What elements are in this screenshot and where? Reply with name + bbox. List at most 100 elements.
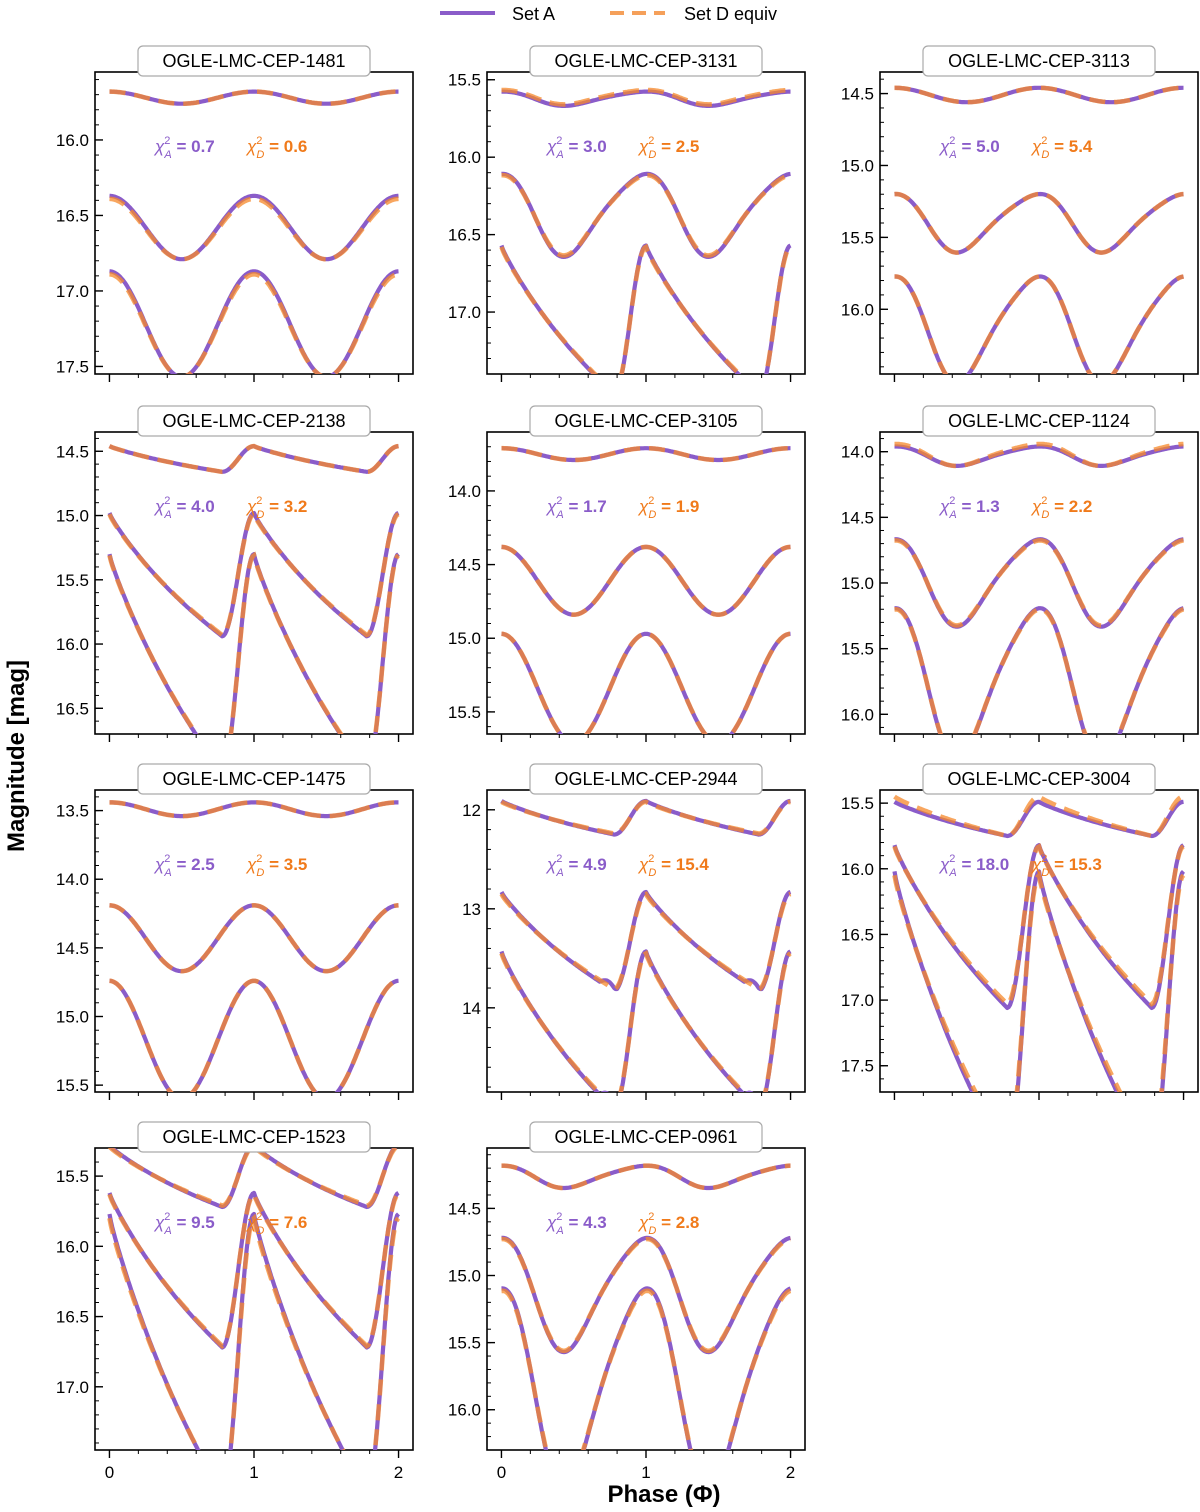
chi2-a-label: χ2 A = 2.5: [153, 853, 215, 879]
y-tick-label: 16.5: [841, 925, 874, 944]
x-tick-label: 0: [497, 1463, 506, 1482]
set-d-curve-2: [892, 843, 1185, 1007]
y-tick-label: 15.5: [56, 571, 89, 590]
set-d-curve-2: [501, 1236, 791, 1354]
panel-ogle-lmc-cep-3105: 14.0 14.5 15.0 15.5 OGLE-LMC-CEP-3105 χ2 A = 1…: [448, 405, 806, 742]
set-d-curve-3: [499, 243, 792, 374]
plot-frame: [486, 789, 806, 1093]
y-tick-label: 16.0: [56, 131, 89, 150]
y-tick-label: 15.0: [448, 629, 481, 648]
y-tick-label: 16.0: [841, 300, 874, 319]
set-d-curve-1: [894, 441, 1184, 469]
set-d-curve-1: [501, 1163, 791, 1191]
y-tick-label: 14.0: [56, 870, 89, 889]
y-tick-label: 15.0: [56, 507, 89, 526]
panel-ogle-lmc-cep-1481: 16.0 16.5 17.0 17.5 OGLE-LMC-CEP-1481 χ2 A = 0…: [56, 45, 414, 382]
chi2-d-value: 2.8: [676, 1213, 700, 1232]
set-d-curve-2: [501, 544, 791, 618]
y-tick-label: 14.5: [448, 556, 481, 575]
panel-title: OGLE-LMC-CEP-1481: [162, 51, 345, 71]
set-a-curve-1: [108, 800, 400, 819]
y-tick-label: 15.5: [448, 1334, 481, 1353]
y-tick-label: 14.5: [448, 1199, 481, 1218]
set-d-curve-3: [892, 870, 1186, 1092]
set-d-curve-1: [500, 799, 791, 836]
panel-title-box: [922, 405, 1156, 437]
plot-frame: [486, 431, 806, 735]
panel-ogle-lmc-cep-0961: 14.5 15.0 15.5 16.0 0 1 2 OGLE-LMC-CEP-0961 χ2 A …: [448, 1121, 806, 1482]
chi2-a-value: 18.0: [976, 855, 1009, 874]
x-axis-title: Phase (Φ): [607, 1481, 720, 1508]
panel-title: OGLE-LMC-CEP-1124: [948, 411, 1130, 431]
panel-title: OGLE-LMC-CEP-3105: [554, 411, 737, 431]
plot-frame: [486, 71, 806, 375]
y-tick-label: 14.0: [448, 482, 481, 501]
y-tick-label: 15.5: [841, 640, 874, 659]
panel-title-box: [137, 1121, 371, 1153]
set-d-curve-2: [894, 538, 1184, 628]
chi2-d-value: 3.2: [284, 497, 308, 516]
x-tick-label: 0: [105, 1463, 114, 1482]
set-d-curve-2: [499, 891, 792, 992]
plot-frame: [486, 1147, 806, 1451]
chi2-d-value: 1.9: [676, 497, 700, 516]
chi2-a-value: 0.7: [191, 137, 215, 156]
y-tick-label: 15.5: [56, 1167, 89, 1186]
set-d-curve-3: [894, 274, 1184, 374]
panel-title-box: [529, 763, 763, 795]
panel-ogle-lmc-cep-3004: 15.5 16.0 16.5 17.0 17.5 OGLE-LMC-CEP-3004 χ2 A…: [841, 763, 1199, 1100]
y-tick-label: 14.5: [841, 85, 874, 104]
panel-title: OGLE-LMC-CEP-2944: [554, 769, 737, 789]
y-tick-label: 16.5: [448, 226, 481, 245]
legend-label-set-d: Set D equiv: [684, 4, 777, 24]
y-axis-title: Magnitude [mag]: [3, 660, 30, 852]
plot-frame: [879, 431, 1199, 735]
set-d-curve-3: [109, 978, 399, 1092]
y-tick-label: 14.5: [56, 939, 89, 958]
set-d-curve-2: [109, 902, 399, 974]
set-a-curve-1: [108, 89, 400, 106]
y-tick-label: 12: [462, 801, 481, 820]
y-tick-label: 15.5: [841, 228, 874, 247]
y-tick-label: 14.5: [56, 442, 89, 461]
x-tick-label: 1: [249, 1463, 258, 1482]
panel-ogle-lmc-cep-1124: 14.0 14.5 15.0 15.5 16.0 OGLE-LMC-CEP-1124 χ2 A…: [841, 405, 1199, 742]
y-tick-label: 14: [462, 999, 481, 1018]
chi2-a-label: χ2 A = 18.0: [938, 853, 1009, 879]
panel-ogle-lmc-cep-1475: 13.5 14.0 14.5 15.0 15.5 OGLE-LMC-CEP-1475 χ2 A…: [56, 763, 414, 1100]
set-d-curve-3: [894, 606, 1184, 734]
panel-ogle-lmc-cep-2138: 14.5 15.0 15.5 16.0 16.5 OGLE-LMC-CEP-2138 χ2 A…: [56, 405, 414, 742]
set-d-curve-2: [107, 511, 400, 638]
panel-title-box: [922, 45, 1156, 77]
set-d-curve-2: [501, 172, 791, 258]
panel-title: OGLE-LMC-CEP-2138: [162, 411, 345, 431]
chi2-a-label: χ2 A = 4.9: [545, 853, 607, 879]
chi2-a-value: 5.0: [976, 137, 1000, 156]
set-d-curve-3: [109, 271, 399, 374]
y-tick-label: 14.0: [841, 443, 874, 462]
plot-frame: [94, 789, 414, 1093]
y-tick-label: 17.5: [56, 357, 89, 376]
panel-title: OGLE-LMC-CEP-3004: [947, 769, 1130, 789]
set-a-curve-1: [893, 85, 1185, 105]
set-d-curve-1: [893, 794, 1184, 839]
chi2-a-label: χ2 A = 5.0: [938, 135, 1000, 161]
panel-title: OGLE-LMC-CEP-3131: [554, 51, 737, 71]
chi2-a-value: 2.5: [191, 855, 215, 874]
chi2-a-value: 4.3: [583, 1213, 607, 1232]
panel-title: OGLE-LMC-CEP-1523: [162, 1127, 345, 1147]
set-a-curve-1: [500, 446, 792, 463]
chi2-a-value: 3.0: [583, 137, 607, 156]
chi2-d-label: χ2 D = 2.5: [637, 135, 699, 161]
chi2-d-value: 0.6: [284, 137, 308, 156]
set-a-curve-3: [500, 631, 792, 734]
y-tick-label: 16.0: [56, 635, 89, 654]
x-tick-label: 2: [786, 1463, 795, 1482]
chi2-a-label: χ2 A = 1.7: [545, 495, 607, 521]
chi2-a-label: χ2 A = 4.0: [153, 495, 215, 521]
chi2-d-value: 3.5: [284, 855, 308, 874]
y-tick-label: 17.0: [56, 282, 89, 301]
plot-frame: [94, 71, 414, 375]
y-tick-label: 16.5: [56, 699, 89, 718]
